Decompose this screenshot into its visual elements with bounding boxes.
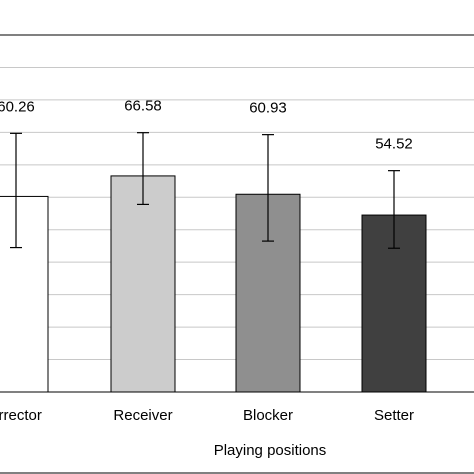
value-label: 60.93 bbox=[249, 100, 287, 117]
value-label: 54.52 bbox=[375, 136, 413, 153]
bar bbox=[0, 195, 49, 393]
category-label: Setter bbox=[374, 407, 414, 424]
category-label: orrector bbox=[0, 407, 42, 424]
x-axis-label: Playing positions bbox=[214, 442, 327, 459]
value-labels: 60.26 66.58 60.93 54.52 bbox=[0, 98, 413, 153]
category-label: Blocker bbox=[243, 407, 293, 424]
value-label: 60.26 bbox=[0, 98, 35, 115]
value-label: 66.58 bbox=[124, 98, 162, 115]
category-label: Receiver bbox=[113, 407, 172, 424]
category-labels: orrector Receiver Blocker Setter bbox=[0, 407, 414, 424]
bar bbox=[110, 175, 176, 393]
bars bbox=[0, 175, 427, 393]
error-bars bbox=[10, 132, 400, 249]
